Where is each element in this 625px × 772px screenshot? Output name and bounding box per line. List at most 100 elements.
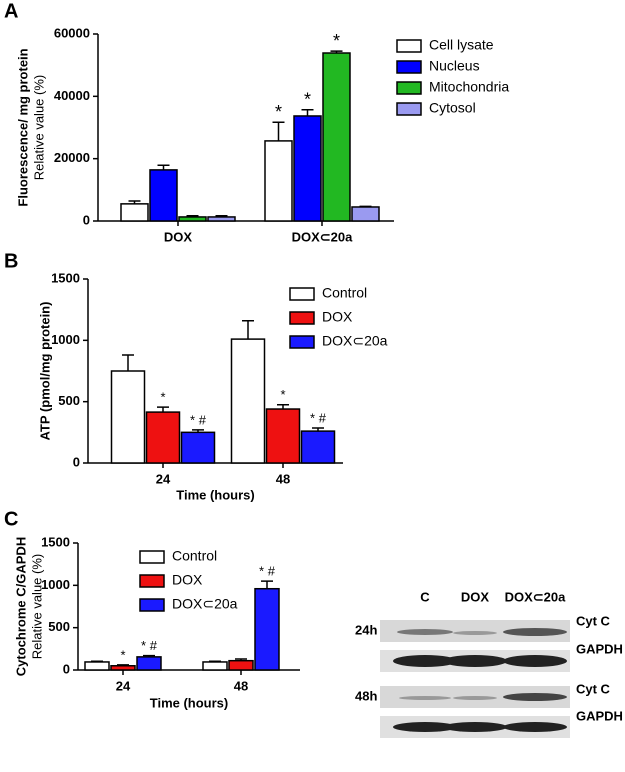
error-bar [261,580,273,589]
legend-swatch [139,550,165,564]
legend-label: Mitochondria [429,79,509,95]
blot-band: Cyt C [576,613,611,628]
error-bar [209,660,221,663]
y-tick-label: 500 [58,393,80,408]
error-bar [186,214,199,217]
annotation: * # [190,412,207,427]
annotation: * [275,102,282,122]
band [503,722,567,732]
y-axis-label: Relative value (%) [29,554,44,660]
band [393,722,457,732]
band [393,655,457,667]
error-bar [143,654,155,657]
legend-swatch [289,335,315,349]
y-tick-label: 1500 [51,270,80,285]
bar [207,216,236,222]
annotation: * [280,387,285,402]
error-bar [128,200,141,204]
legend-label: Control [172,548,217,564]
bar [293,115,322,222]
error-bar [330,50,343,54]
bar [254,587,280,671]
error-bar [117,664,129,666]
band [503,655,567,667]
bar [351,206,380,222]
legend-label: DOX⊂20a [172,596,238,612]
legend-swatch [139,574,165,588]
bar [178,216,207,222]
error-bar [277,403,289,410]
legend-label: Nucleus [429,58,480,74]
blot-column: DOX⊂20a [505,589,567,604]
blot-column: C [420,589,430,604]
legend-swatch [289,311,315,325]
legend-label: Control [322,285,367,301]
x-tick-label: 24 [156,471,171,486]
annotation: * [304,89,311,109]
band [397,629,453,635]
blot-band: GAPDH [576,708,623,723]
error-bar [157,406,169,413]
legend-swatch [396,60,422,74]
y-axis-label: Relative value (%) [31,75,46,181]
y-axis-label: ATP (pmol/mg protein) [37,302,52,441]
legend-label: DOX⊂20a [322,333,388,349]
x-tick-label: DOX [164,229,193,244]
bar [110,370,146,464]
y-tick-label: 0 [73,454,80,469]
error-bar [192,429,204,433]
y-tick-label: 20000 [54,150,90,165]
y-tick-label: 1000 [41,577,70,592]
error-bar [359,205,372,208]
band [399,696,451,700]
legend-label: DOX [322,309,353,325]
legend-swatch [289,287,315,301]
error-bar [157,164,170,170]
bar [120,203,149,222]
x-tick-label: DOX⊂20a [292,229,354,244]
band [503,693,567,701]
y-tick-label: 500 [48,619,70,634]
annotation: * # [259,564,276,579]
annotation: * [333,31,340,51]
bar [84,661,110,671]
y-tick-label: 0 [83,212,90,227]
annotation: * # [141,638,158,653]
error-bar [122,354,134,371]
band [443,722,507,732]
error-bar [235,658,247,661]
band [503,628,567,636]
bar [149,169,178,222]
blot-band: GAPDH [576,641,623,656]
y-tick-label: 1000 [51,332,80,347]
bar [145,411,181,464]
bar [230,338,266,464]
y-tick-label: 40000 [54,88,90,103]
y-axis-label: Cytochrome C/GAPDH [13,537,28,676]
blot-row: 48h [355,688,377,703]
bar [300,430,336,464]
legend-swatch [139,598,165,612]
blot-row: 24h [355,622,377,637]
error-bar [312,427,324,432]
x-tick-label: 48 [234,678,248,693]
blot: C DOX DOX⊂20a 24h 48h Cyt C GAPDH Cyt C … [355,589,623,738]
y-axis-label: Fluorescence/ mg protein [15,48,30,206]
error-bar [242,319,254,340]
annotation: * [160,390,165,405]
x-tick-label: 24 [116,678,131,693]
bar [110,665,136,671]
bar [136,656,162,671]
x-axis-label: Time (hours) [150,695,229,710]
panel-label: B [4,250,18,272]
bar [180,431,216,464]
legend-label: Cell lysate [429,37,494,53]
error-bar [301,108,314,116]
legend-label: Cytosol [429,100,476,116]
bar [322,52,351,222]
blot-band: Cyt C [576,681,611,696]
band [453,631,497,635]
panel-label: A [4,0,18,22]
x-tick-label: 48 [276,471,290,486]
